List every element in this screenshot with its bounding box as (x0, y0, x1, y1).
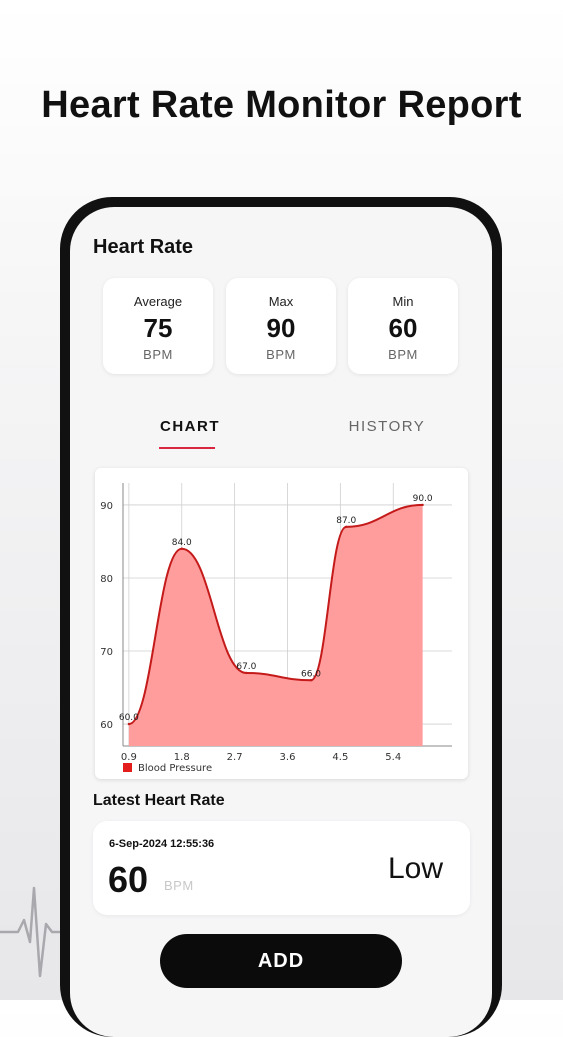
tab-chart[interactable]: CHART (160, 418, 220, 435)
x-tick-label: 5.4 (385, 752, 401, 763)
data-point (245, 671, 248, 675)
latest-bpm-value: 60 (108, 859, 149, 900)
data-point (127, 722, 131, 726)
latest-timestamp: 6-Sep-2024 12:55:36 (109, 838, 215, 850)
stat-value: 90 (266, 313, 296, 343)
x-tick-label: 4.5 (332, 752, 348, 763)
data-point (345, 525, 348, 529)
x-tick-label: 0.9 (121, 752, 137, 763)
legend-swatch (123, 763, 132, 772)
stat-label: Max (268, 294, 294, 309)
legend-label: Blood Pressure (138, 763, 212, 774)
series-area-fill (128, 504, 423, 746)
y-tick-label: 80 (100, 574, 113, 585)
ecg-line-icon (0, 886, 70, 978)
stat-card-average: Average 75 BPM (103, 278, 213, 374)
stat-label: Min (392, 294, 414, 309)
data-point (309, 679, 313, 682)
y-tick-label: 60 (100, 720, 113, 731)
data-label: 60.0 (119, 713, 139, 723)
latest-heart-rate-title: Latest Heart Rate (93, 792, 225, 809)
stat-card-max: Max 90 BPM (226, 278, 336, 374)
heart-rate-chart: 0.9 1.8 2.7 3.6 4.5 5.4 60 70 80 90 60.0 84.0 67.0 66… (100, 483, 452, 774)
tab-history[interactable]: HISTORY (348, 418, 426, 435)
stat-card-min: Min 60 BPM (348, 278, 458, 374)
x-tick-label: 1.8 (174, 752, 190, 763)
stat-value: 60 (388, 313, 418, 343)
stat-unit: BPM (388, 347, 418, 362)
latest-status: Low (387, 852, 443, 885)
stat-value: 75 (143, 313, 173, 343)
data-label: 84.0 (172, 538, 192, 548)
data-point (180, 547, 183, 550)
add-button[interactable]: ADD (160, 934, 402, 988)
data-label: 67.0 (236, 662, 256, 672)
data-label: 90.0 (413, 494, 433, 504)
data-point (421, 503, 424, 507)
stat-unit: BPM (143, 347, 173, 362)
data-label: 66.0 (301, 669, 321, 679)
app-screen: Heart Rate Average 75 BPM Max 90 BPM Min… (70, 207, 492, 1037)
chart-card: 0.9 1.8 2.7 3.6 4.5 5.4 60 70 80 90 60.0 84.0 67.0 66… (95, 468, 468, 779)
x-tick-label: 3.6 (280, 752, 296, 763)
promo-title: Heart Rate Monitor Report (41, 84, 522, 126)
x-tick-label: 2.7 (227, 752, 243, 763)
active-tab-indicator (159, 447, 215, 449)
heart-rate-title: Heart Rate (93, 236, 194, 258)
phone-frame: Heart Rate Average 75 BPM Max 90 BPM Min… (60, 197, 502, 1037)
latest-heart-rate-card[interactable]: 6-Sep-2024 12:55:36 60 BPM Low (93, 821, 470, 915)
stat-label: Average (133, 294, 183, 309)
latest-bpm-unit: BPM (164, 878, 194, 893)
stat-unit: BPM (266, 347, 296, 362)
y-tick-label: 90 (100, 501, 113, 512)
data-label: 87.0 (336, 516, 356, 526)
y-tick-label: 70 (100, 647, 113, 658)
